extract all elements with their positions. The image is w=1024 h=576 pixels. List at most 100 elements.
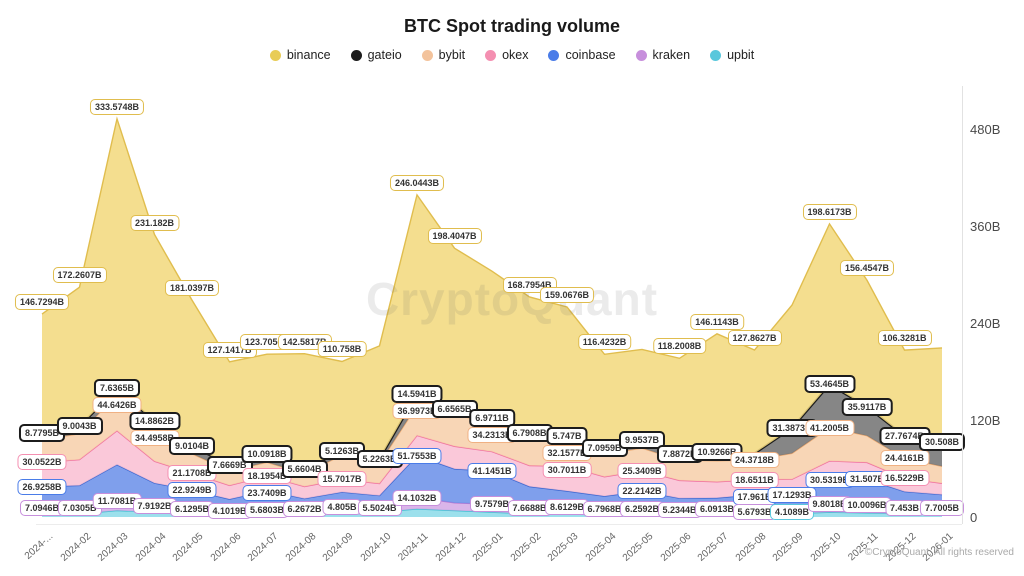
- data-label-gateio: 31.3873B: [766, 418, 818, 437]
- data-label-gateio: 6.6565B: [431, 399, 478, 418]
- data-label-coinbase: 31.507B: [844, 471, 890, 488]
- area-binance: [42, 118, 942, 469]
- legend-label: okex: [502, 48, 529, 62]
- data-label-gateio: 30.508B: [918, 432, 966, 451]
- data-label-gateio: 5.747B: [546, 426, 588, 445]
- data-label-okex: 18.6511B: [730, 471, 779, 488]
- data-label-bybit: 24.3718B: [729, 451, 780, 468]
- y-tick-label: 120B: [970, 413, 1001, 428]
- data-label-coinbase: 22.2142B: [617, 483, 667, 500]
- y-tick-label: 360B: [970, 219, 1001, 234]
- data-label-binance: 127.8627B: [727, 330, 782, 347]
- data-label-gateio: 14.8862B: [128, 412, 181, 431]
- legend-item-gateio[interactable]: gateio: [350, 48, 402, 62]
- data-label-kraken: 14.1032B: [392, 489, 442, 506]
- data-label-kraken: 4.1019B: [207, 503, 252, 520]
- data-label-gateio: 35.9117B: [841, 397, 893, 416]
- legend-label: kraken: [652, 48, 691, 62]
- data-label-gateio: 7.8872B: [656, 444, 703, 463]
- data-label-okex: 15.7017B: [317, 471, 367, 488]
- data-label-bybit: 34.4958B: [129, 430, 180, 447]
- legend: binance gateio bybit okex coinbase kraken upbi…: [0, 48, 1024, 62]
- binance-legend-dot-icon: [269, 49, 281, 61]
- data-label-binance: 118.2008B: [652, 338, 707, 355]
- data-label-kraken: 4.805B: [322, 498, 362, 515]
- data-label-gateio: 7.6365B: [93, 379, 141, 398]
- legend-label: upbit: [727, 48, 755, 62]
- data-label-gateio: 14.5941B: [391, 384, 443, 403]
- data-label-binance: 333.5748B: [89, 98, 145, 115]
- y-tick-label: 240B: [970, 316, 1001, 331]
- data-label-coinbase: 22.9249B: [167, 482, 217, 499]
- data-label-bybit: 41.2005B: [804, 419, 855, 436]
- legend-item-okex[interactable]: okex: [485, 48, 528, 62]
- data-label-kraken: 5.5024B: [357, 499, 402, 516]
- data-label-gateio: 6.9711B: [469, 409, 515, 428]
- data-label-gateio: 7.6669B: [206, 455, 253, 474]
- data-label-binance: 110.758B: [317, 341, 367, 358]
- data-label-binance: 156.4547B: [839, 260, 895, 277]
- coinbase-legend-dot-icon: [548, 49, 560, 61]
- legend-label: gateio: [367, 48, 402, 62]
- legend-item-kraken[interactable]: kraken: [635, 48, 691, 62]
- bybit-legend-dot-icon: [421, 49, 433, 61]
- data-label-bybit: 24.4161B: [879, 450, 930, 467]
- data-label-coinbase: 51.7553B: [392, 447, 442, 464]
- data-label-gateio: 53.4645B: [803, 375, 856, 394]
- data-label-kraken: 7.7005B: [919, 500, 965, 517]
- legend-item-binance[interactable]: binance: [269, 48, 331, 62]
- data-label-binance: 146.1143B: [690, 313, 744, 330]
- data-label-kraken: 5.6793B: [732, 504, 777, 520]
- data-label-binance: 181.0397B: [164, 280, 220, 297]
- y-tick-label: 0: [970, 510, 978, 525]
- data-label-coinbase: 41.1451B: [467, 463, 517, 479]
- chart-title: BTC Spot trading volume: [404, 16, 620, 36]
- legend-item-coinbase[interactable]: coinbase: [548, 48, 616, 62]
- data-label-coinbase: 23.7409B: [242, 485, 292, 502]
- data-label-gateio: 9.0104B: [168, 437, 216, 456]
- y-axis-line: [962, 86, 963, 524]
- data-label-binance: 159.0676B: [539, 287, 595, 303]
- legend-label: coinbase: [565, 48, 616, 62]
- legend-item-bybit[interactable]: bybit: [421, 48, 466, 62]
- data-label-upbit: 4.1089B: [769, 504, 815, 520]
- x-axis-line: [36, 524, 962, 525]
- gateio-legend-dot-icon: [350, 49, 362, 61]
- data-label-binance: 198.4047B: [427, 228, 482, 245]
- data-label-binance: 198.6173B: [802, 203, 857, 220]
- data-label-coinbase: 30.5319B: [804, 471, 855, 488]
- kraken-legend-dot-icon: [635, 49, 647, 61]
- data-label-kraken: 6.0913B: [694, 501, 740, 518]
- legend-item-upbit[interactable]: upbit: [710, 48, 754, 62]
- data-label-binance: 172.2607B: [52, 267, 107, 284]
- upbit-legend-dot-icon: [710, 49, 722, 61]
- data-label-kraken: 10.0096B: [842, 496, 892, 513]
- data-label-kraken: 6.2672B: [282, 501, 327, 518]
- data-label-gateio: 9.9537B: [618, 430, 666, 449]
- data-label-kraken: 7.453B: [884, 499, 925, 516]
- y-tick-label: 480B: [970, 122, 1001, 137]
- data-label-coinbase: 26.9258B: [17, 478, 67, 495]
- data-label-gateio: 5.6604B: [281, 459, 328, 478]
- data-label-binance: 246.0443B: [389, 174, 445, 191]
- data-label-binance: 231.182B: [129, 214, 180, 231]
- data-label-binance: 106.3281B: [877, 330, 932, 347]
- data-label-okex: 25.3409B: [617, 462, 667, 479]
- data-label-gateio: 6.7908B: [506, 424, 553, 443]
- data-label-okex: 30.7011B: [542, 461, 592, 478]
- legend-label: bybit: [438, 48, 466, 62]
- data-label-gateio: 8.7795B: [18, 423, 66, 442]
- data-label-coinbase: 17.1293B: [767, 486, 817, 503]
- data-label-gateio: 10.0918B: [241, 445, 293, 464]
- data-label-gateio: 9.0043B: [56, 417, 103, 436]
- data-label-bybit: 34.2313B: [467, 427, 517, 444]
- data-label-binance: 146.7294B: [14, 294, 70, 311]
- legend-label: binance: [286, 48, 331, 62]
- data-label-bybit: 44.6426B: [92, 397, 142, 414]
- data-label-binance: 116.4232B: [577, 334, 632, 351]
- line-binance: [41, 116, 943, 363]
- copyright-notice: ©CryptoQuant. All rights reserved: [864, 547, 1014, 558]
- data-label-kraken: 8.6129B: [544, 499, 590, 516]
- data-label-gateio: 5.2263B: [356, 450, 403, 469]
